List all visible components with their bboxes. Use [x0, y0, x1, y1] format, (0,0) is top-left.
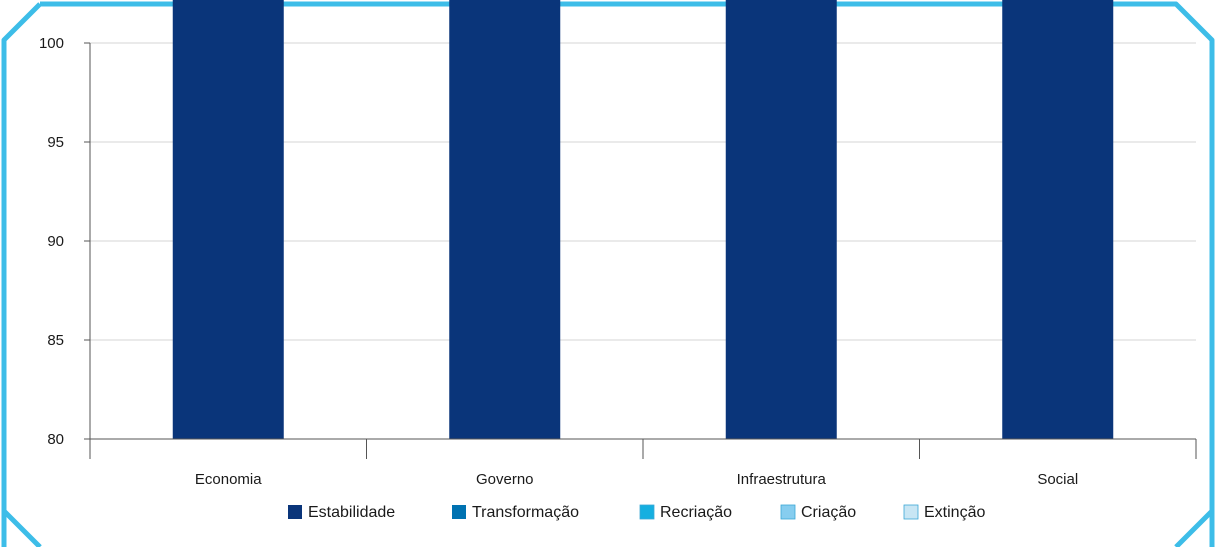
category-label: Social — [1037, 471, 1078, 488]
y-tick-label: 100 — [39, 35, 64, 52]
y-tick-label: 90 — [47, 233, 64, 250]
legend-swatch — [903, 504, 919, 520]
bar-segment — [172, 0, 284, 439]
bar-segment — [449, 0, 561, 439]
axes — [84, 42, 1197, 459]
category-label: Infraestrutura — [737, 471, 827, 488]
bar-segment — [725, 0, 837, 439]
category-labels: Economia Governo Infraestrutura Social — [195, 471, 1078, 488]
legend-swatch — [639, 504, 655, 520]
legend-label: Transformação — [472, 504, 579, 521]
legend-label: Extinção — [924, 504, 985, 521]
legend: Estabilidade Transformação Recriação Criaçã… — [288, 504, 985, 521]
legend-swatch — [288, 505, 302, 519]
legend-item: Extinção — [903, 504, 985, 521]
legend-item: Transformação — [452, 504, 579, 521]
legend-swatch — [780, 504, 796, 520]
category-label: Governo — [476, 471, 534, 488]
legend-item: Recriação — [639, 504, 732, 521]
legend-label: Estabilidade — [308, 504, 395, 521]
legend-item: Criação — [780, 504, 856, 521]
bar-segment — [1002, 0, 1114, 439]
legend-label: Recriação — [660, 504, 732, 521]
legend-swatch — [452, 505, 466, 519]
y-tick-label: 95 — [47, 134, 64, 151]
y-tick-labels: 80 85 90 95 100 — [39, 35, 64, 448]
category-label: Economia — [195, 471, 262, 488]
legend-label: Criação — [801, 504, 856, 521]
legend-item: Estabilidade — [288, 504, 395, 521]
bars — [172, 0, 1114, 439]
y-tick-label: 80 — [47, 431, 64, 448]
y-tick-label: 85 — [47, 332, 64, 349]
